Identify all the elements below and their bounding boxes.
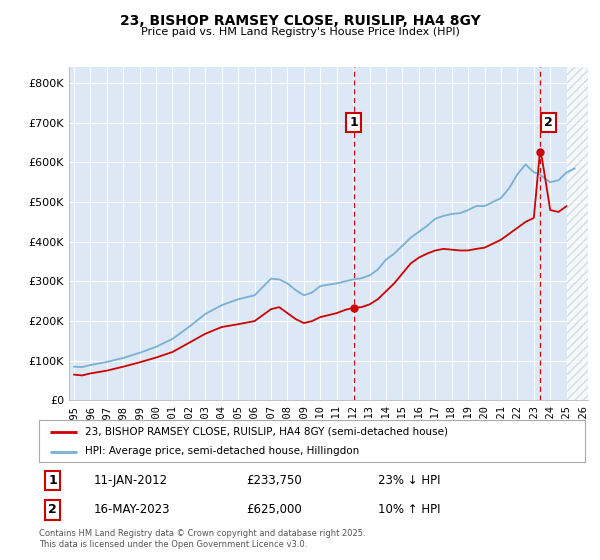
Text: 23, BISHOP RAMSEY CLOSE, RUISLIP, HA4 8GY (semi-detached house): 23, BISHOP RAMSEY CLOSE, RUISLIP, HA4 8G…: [85, 427, 448, 437]
Text: 23% ↓ HPI: 23% ↓ HPI: [377, 474, 440, 487]
Text: 1: 1: [349, 116, 358, 129]
Text: 16-MAY-2023: 16-MAY-2023: [94, 503, 170, 516]
Text: HPI: Average price, semi-detached house, Hillingdon: HPI: Average price, semi-detached house,…: [85, 446, 359, 456]
Text: Price paid vs. HM Land Registry's House Price Index (HPI): Price paid vs. HM Land Registry's House …: [140, 27, 460, 37]
Text: Contains HM Land Registry data © Crown copyright and database right 2025.
This d: Contains HM Land Registry data © Crown c…: [39, 529, 365, 549]
Text: 1: 1: [48, 474, 57, 487]
Text: 2: 2: [48, 503, 57, 516]
Text: 23, BISHOP RAMSEY CLOSE, RUISLIP, HA4 8GY: 23, BISHOP RAMSEY CLOSE, RUISLIP, HA4 8G…: [119, 14, 481, 28]
Text: 2: 2: [544, 116, 553, 129]
Text: 10% ↑ HPI: 10% ↑ HPI: [377, 503, 440, 516]
Text: £625,000: £625,000: [247, 503, 302, 516]
Text: £233,750: £233,750: [247, 474, 302, 487]
Text: 11-JAN-2012: 11-JAN-2012: [94, 474, 168, 487]
